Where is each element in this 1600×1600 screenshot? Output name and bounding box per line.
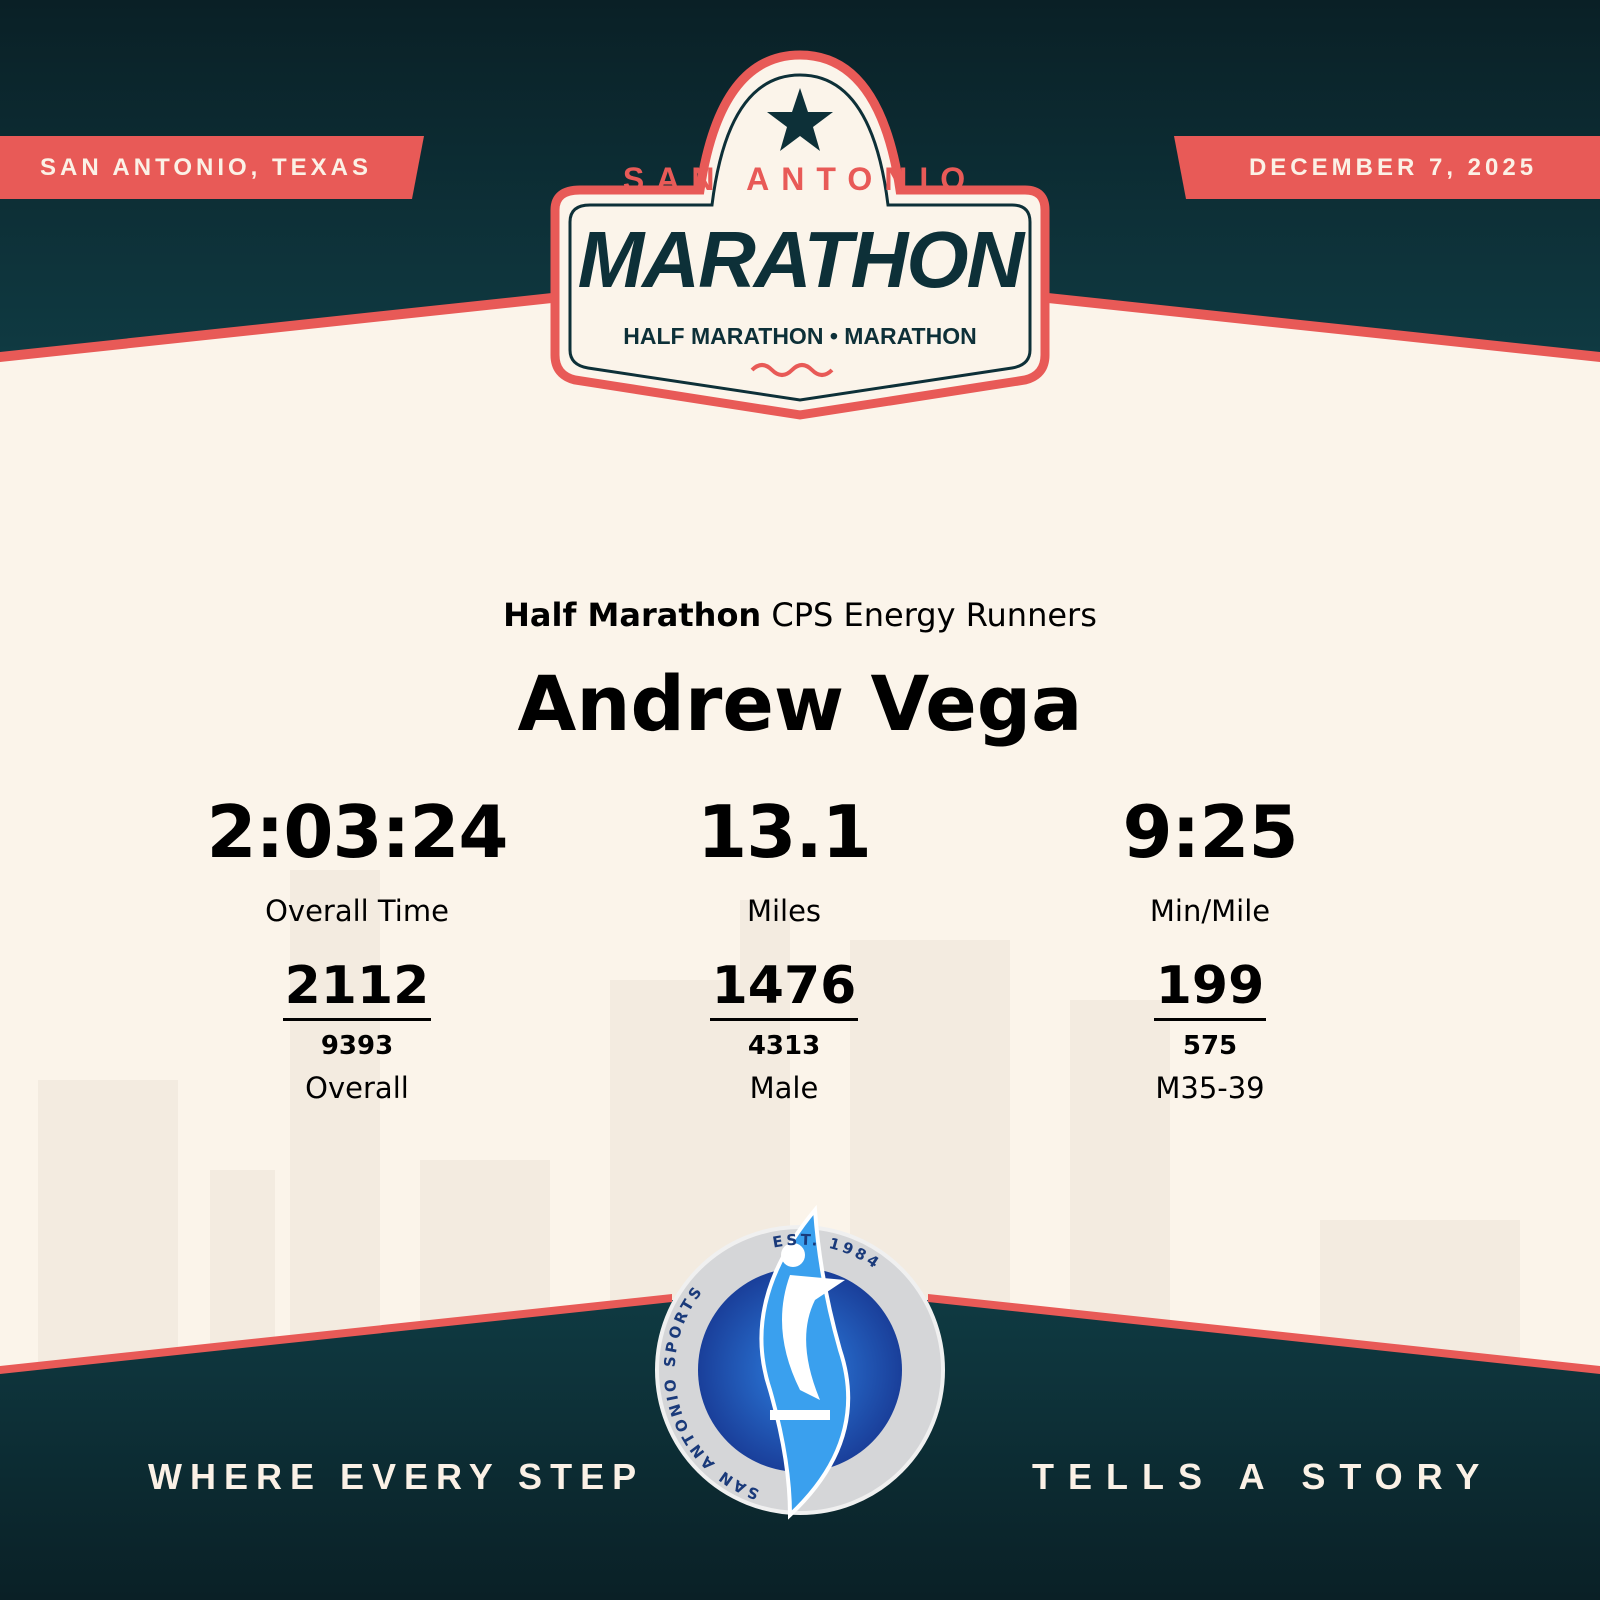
- stat-label: Miles: [746, 894, 822, 928]
- race-line: Half Marathon CPS Energy Runners: [0, 596, 1600, 634]
- wave-icon: [750, 363, 834, 377]
- star-icon: [767, 88, 833, 151]
- location-banner: SAN ANTONIO, TEXAS: [39, 154, 373, 181]
- logo-events: HALF MARATHON • MARATHON: [623, 323, 977, 349]
- rank-total: 9393: [320, 1031, 394, 1061]
- rank-place: 2112: [282, 960, 432, 1021]
- tagline-left: WHERE EVERY STEP: [148, 1456, 645, 1497]
- stat-miles: 13.1 Miles: [574, 796, 994, 928]
- rank-label: Male: [749, 1071, 819, 1105]
- sports-logo: SAN ANTONIO SPORTS EST. 1984: [655, 1204, 945, 1520]
- stat-label: Overall Time: [265, 894, 449, 928]
- logo-marathon: MARATHON: [577, 215, 1025, 304]
- rank-label: Overall: [305, 1071, 409, 1105]
- stat-value: 9:25: [1122, 790, 1298, 874]
- banner-right: [1174, 136, 1600, 199]
- rank-overall: 2112 9393 Overall: [207, 960, 507, 1105]
- rank-age-group: 199 575 M35-39: [1060, 960, 1360, 1105]
- stat-label: Min/Mile: [1149, 894, 1271, 928]
- rank-place: 1476: [709, 960, 859, 1021]
- date-banner: DECEMBER 7, 2025: [1248, 154, 1538, 181]
- team-name: CPS Energy Runners: [771, 596, 1097, 634]
- stat-value: 2:03:24: [206, 790, 508, 874]
- rank-place: 199: [1153, 960, 1267, 1021]
- race-name: Half Marathon: [503, 596, 762, 634]
- banner-left: [0, 136, 424, 199]
- rank-label: M35-39: [1155, 1071, 1265, 1105]
- rank-total: 4313: [747, 1031, 821, 1061]
- tagline-right: TELLS A STORY: [1032, 1456, 1494, 1497]
- rank-total: 575: [1182, 1031, 1238, 1061]
- stat-value: 13.1: [697, 790, 872, 874]
- stat-overall-time: 2:03:24 Overall Time: [147, 796, 567, 928]
- marathon-logo-badge: [550, 50, 1050, 420]
- runner-name: Andrew Vega: [517, 659, 1083, 748]
- rank-gender: 1476 4313 Male: [634, 960, 934, 1105]
- logo-city: SAN ANTONIO: [622, 161, 978, 197]
- stat-pace: 9:25 Min/Mile: [1000, 796, 1420, 928]
